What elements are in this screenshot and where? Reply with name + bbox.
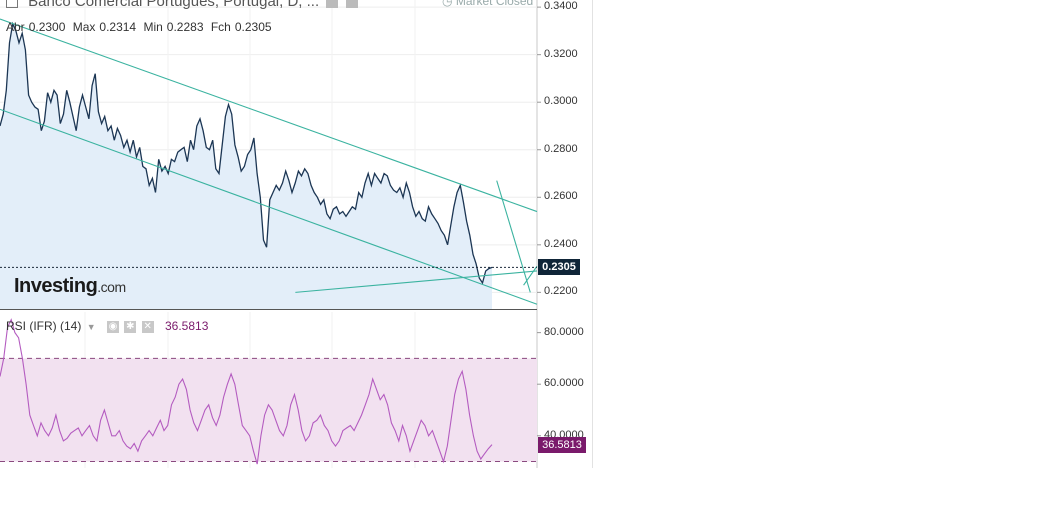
- rsi-line: [0, 318, 493, 465]
- chart-title-text: Banco Comercial Portugues, Portugal, D, …: [28, 0, 320, 10]
- market-status: ◷ Market Closed: [442, 0, 533, 8]
- trendline-3: [295, 270, 538, 293]
- rsi-band: [0, 358, 537, 462]
- trendline-5: [523, 265, 538, 286]
- investing-logo: Investing.com: [14, 275, 126, 298]
- rsi-current-value: 36.5813: [164, 319, 209, 333]
- rsi-legend: RSI (IFR) (14) ▼ ◉ ✱ ✕ 36.5813: [6, 319, 208, 333]
- max-label: Max: [72, 20, 96, 34]
- settings-icon[interactable]: [326, 0, 339, 9]
- chart-canvas: [0, 0, 593, 468]
- chart-area: Banco Comercial Portugues, Portugal, D, …: [0, 0, 593, 470]
- price-tick-label: 0.3200: [544, 47, 578, 60]
- price-tick-label: 0.3400: [544, 0, 578, 13]
- close-label: Fch: [210, 20, 231, 34]
- gear-icon[interactable]: [345, 0, 358, 9]
- ohlc-readout: Abr 0.2300 Max 0.2314 Min 0.2283 Fch 0.2305: [6, 20, 276, 34]
- last-price-tag: 0.2305: [538, 259, 580, 276]
- price-line: [0, 21, 493, 285]
- price-tick-label: 0.2800: [544, 142, 578, 155]
- logo-main: Investing: [14, 275, 98, 297]
- open-label: Abr: [6, 20, 25, 34]
- gear-icon[interactable]: ✱: [124, 320, 137, 333]
- price-tick-label: 0.2400: [544, 237, 578, 250]
- logo-suffix: .com: [97, 279, 126, 295]
- trendline-4: [496, 180, 531, 293]
- trendline-2: [0, 108, 538, 305]
- eye-icon[interactable]: ◉: [106, 320, 119, 333]
- series-visibility-checkbox[interactable]: [6, 0, 18, 9]
- chart-title: Banco Comercial Portugues, Portugal, D, …: [6, 0, 358, 10]
- price-tick-label: 0.2600: [544, 190, 578, 203]
- close-value: 0.2305: [234, 20, 272, 34]
- chevron-down-icon[interactable]: ▼: [86, 322, 96, 332]
- last-rsi-tag: 36.5813: [538, 436, 586, 453]
- max-value: 0.2314: [99, 20, 137, 34]
- trendline-1: [0, 18, 538, 213]
- clock-icon: ◷: [442, 0, 453, 8]
- price-tick-label: 0.2200: [544, 285, 578, 298]
- rsi-tick-label: 80.0000: [544, 325, 584, 338]
- min-value: 0.2283: [166, 20, 204, 34]
- close-icon[interactable]: ✕: [141, 320, 154, 333]
- open-value: 0.2300: [28, 20, 66, 34]
- rsi-tick-label: 60.0000: [544, 377, 584, 390]
- rsi-label-text: RSI (IFR) (14): [6, 319, 82, 333]
- price-area-fill: [0, 23, 492, 310]
- market-status-text: Market Closed: [455, 0, 534, 8]
- price-tick-label: 0.3000: [544, 95, 578, 108]
- min-label: Min: [143, 20, 163, 34]
